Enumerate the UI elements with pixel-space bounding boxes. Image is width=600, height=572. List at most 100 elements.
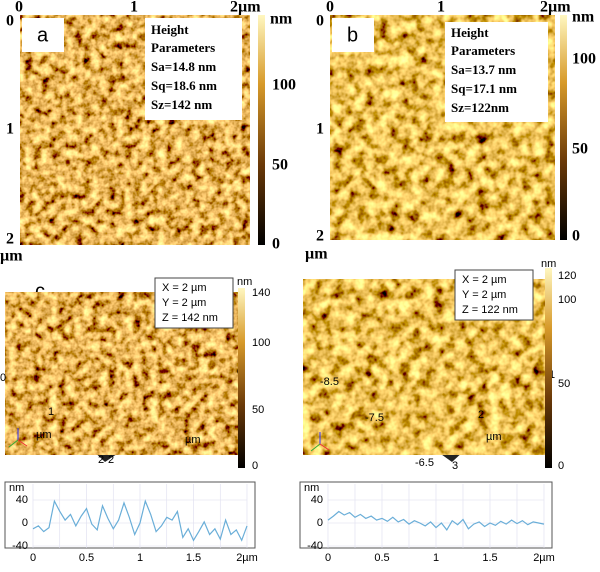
params-title: Parameters	[151, 40, 215, 55]
profile-frame	[4, 481, 256, 549]
y-tick: 40	[16, 494, 28, 506]
y-unit: µm	[305, 246, 328, 263]
label-box	[332, 18, 374, 52]
colorbar-tick: 0	[252, 460, 258, 472]
panel-label: a	[37, 24, 49, 46]
x-tick: 1.5	[186, 552, 201, 564]
params-box	[445, 22, 548, 122]
colorbar-tick: 50	[252, 404, 264, 416]
param: Sq=17.1 nm	[451, 81, 517, 96]
profile-frame	[299, 481, 553, 549]
profile-unit: nm	[304, 482, 319, 494]
y-tick: 0	[317, 517, 323, 529]
params-title: Parameters	[451, 43, 515, 58]
axis-label: 0	[0, 372, 6, 384]
panel-label: b	[347, 24, 358, 46]
colorbar-tick: 50	[558, 378, 570, 390]
info-box	[154, 277, 234, 329]
y-tick: 0	[316, 13, 324, 30]
params-title: Height	[451, 25, 489, 40]
colorbar-tick: 100	[558, 294, 576, 306]
info: Z = 122 nm	[462, 304, 518, 316]
x-tick: 0.5	[79, 552, 94, 564]
x-tick: 0	[325, 552, 331, 564]
label-box	[22, 18, 64, 52]
x-tick: 1	[137, 552, 143, 564]
axis-label: 2	[108, 454, 114, 466]
colorbar-tick: 100	[272, 77, 296, 94]
colorbar-tick: 0	[272, 236, 280, 253]
axis-label: 1	[549, 369, 555, 381]
axis-label: 1	[48, 406, 54, 418]
y-tick: 0	[6, 13, 14, 30]
params-title: Height	[151, 22, 189, 37]
colorbar-tick: 0	[572, 228, 580, 245]
x-tick: 0	[15, 0, 23, 16]
x-tick: 1	[437, 0, 445, 16]
x-tick: 0.5	[374, 552, 389, 564]
param: Sa=14.8 nm	[151, 59, 216, 74]
colorbar-tick: 120	[558, 270, 576, 282]
colorbar-tick: 50	[572, 141, 588, 158]
x-tick: 0	[30, 552, 36, 564]
y-tick: 2	[316, 228, 324, 245]
axis-label: µm	[185, 434, 201, 446]
colorbar	[238, 288, 245, 468]
info: Y = 2 µm	[462, 289, 506, 301]
profile-unit: nm	[9, 482, 24, 494]
info: X = 2 µm	[462, 274, 507, 286]
y-tick: 40	[311, 494, 323, 506]
axis-label: -7.5	[365, 412, 384, 424]
info: X = 2 µm	[162, 282, 207, 294]
info: Z = 142 nm	[162, 312, 218, 324]
y-unit: µm	[0, 248, 23, 265]
axis-label: 2	[98, 454, 104, 466]
x-tick: 1	[433, 552, 439, 564]
x-tick: 2µm	[230, 0, 261, 16]
info: Y = 2 µm	[162, 297, 206, 309]
colorbar-unit: nm	[572, 9, 595, 26]
colorbar-unit: nm	[237, 276, 252, 288]
panel-label: c	[35, 280, 45, 302]
x-tick: 2µm	[540, 0, 571, 16]
axis-label: 3	[452, 460, 458, 472]
y-tick: 1	[6, 121, 14, 138]
colorbar-unit: nm	[541, 258, 556, 270]
y-tick: 0	[22, 517, 28, 529]
x-tick: 2µm	[533, 552, 555, 564]
axes-icon	[310, 432, 330, 452]
axis-label: µm	[36, 429, 52, 441]
y-tick: -40	[307, 540, 323, 552]
colorbar	[560, 15, 567, 240]
axis-label: -8.5	[320, 376, 339, 388]
x-tick: 0	[326, 0, 334, 16]
colorbar-tick: 50	[272, 157, 288, 174]
params-box	[145, 18, 242, 120]
colorbar-tick: 100	[572, 51, 596, 68]
colorbar-tick: 140	[252, 287, 270, 299]
surface-3d	[5, 292, 240, 455]
axis-label: 2	[478, 409, 484, 421]
colorbar	[545, 268, 552, 468]
y-tick: -40	[12, 540, 28, 552]
colorbar-tick: 0	[558, 460, 564, 472]
y-tick: 2	[6, 231, 14, 248]
y-tick: 1	[316, 121, 324, 138]
x-tick: 1.5	[482, 552, 497, 564]
colorbar-tick: 100	[252, 337, 270, 349]
axis-label: -6.5	[415, 457, 434, 469]
param: Sa=13.7 nm	[451, 62, 516, 77]
x-tick: 1	[130, 0, 138, 16]
surface-3d	[303, 279, 545, 455]
panel-label: d	[338, 280, 349, 302]
axes-icon	[8, 428, 28, 448]
param: Sz=122nm	[451, 100, 509, 115]
axis-label: µm	[486, 431, 502, 443]
x-tick: 2µm	[236, 552, 258, 564]
colorbar	[258, 15, 265, 245]
profile-line	[32, 499, 248, 542]
info-box	[454, 269, 534, 321]
profile-line	[327, 510, 545, 531]
